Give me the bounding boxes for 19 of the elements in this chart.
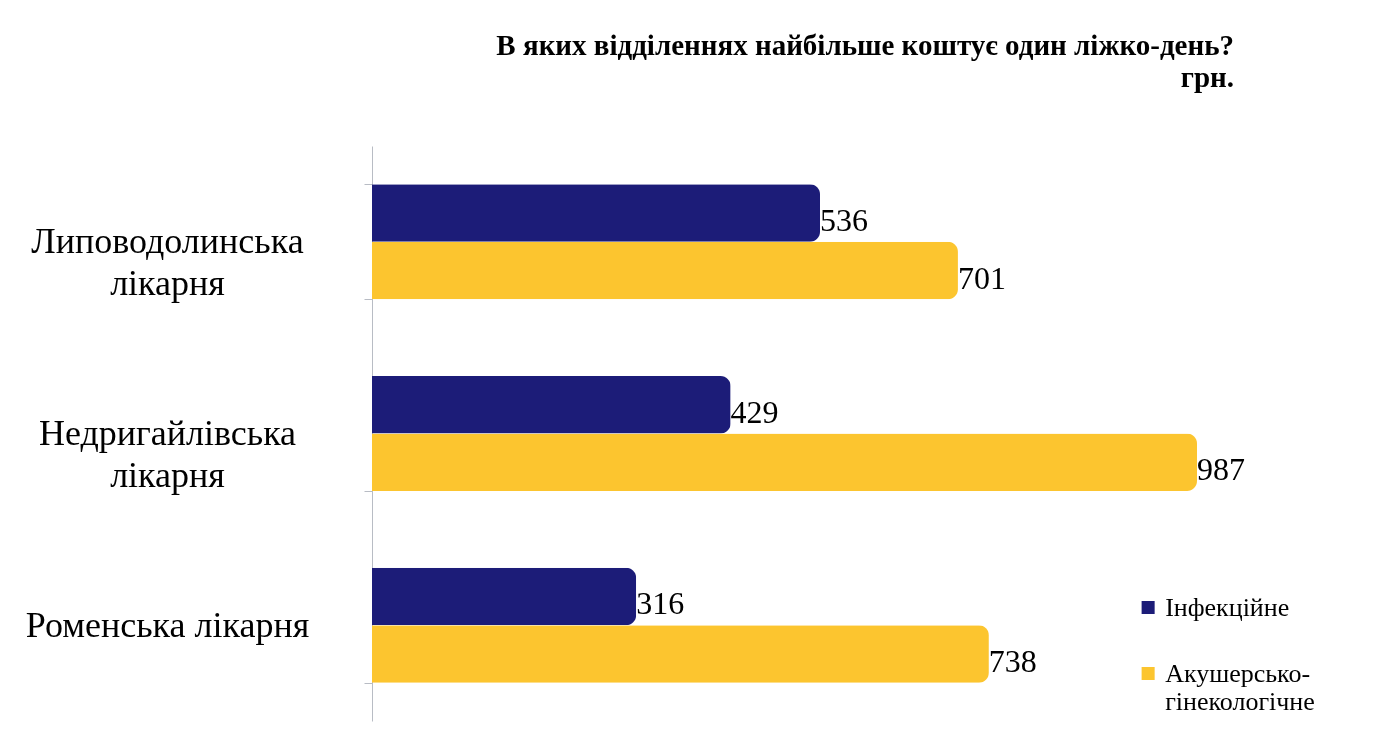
bar (372, 184, 821, 242)
y-tick-label: Липоводолинська лікарня (31, 221, 304, 304)
legend-label: Акушерсько-гінекологічне (1165, 658, 1315, 716)
data-label: 701 (957, 259, 1006, 296)
y-tick-label: Недригайлівська лікарня (38, 413, 297, 495)
bar (372, 376, 731, 434)
chart-title: В яких відділеннях найбільше коштує один ліжко-день? (496, 29, 1234, 61)
data-label: 429 (730, 393, 779, 430)
bar (372, 433, 1197, 491)
legend-label: Інфекційне (1165, 592, 1290, 622)
data-label: 987 (1197, 451, 1245, 488)
data-label: 738 (988, 642, 1037, 679)
data-label: 316 (636, 585, 685, 622)
chart-subtitle: грн. (1180, 61, 1234, 93)
bar (372, 625, 989, 683)
bar (372, 241, 958, 300)
bar (372, 567, 637, 626)
data-label: 536 (820, 202, 869, 239)
y-tick-label: Роменська лікарня (25, 604, 310, 645)
